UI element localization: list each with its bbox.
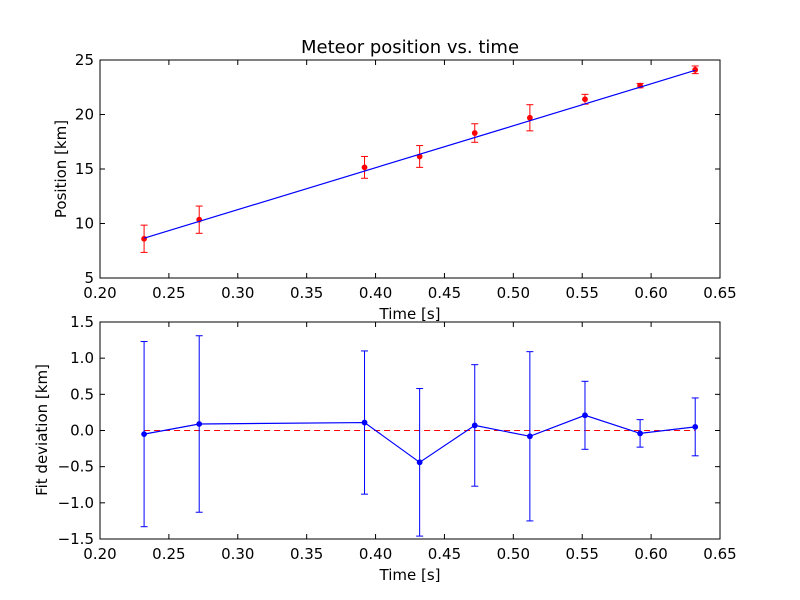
position-chart-ytick-label: 5 <box>84 269 94 287</box>
position-chart-xtick-label: 0.65 <box>703 284 736 302</box>
deviation-chart-xtick-label: 0.35 <box>290 545 323 563</box>
deviation-chart-xtick-label: 0.45 <box>428 545 461 563</box>
position-chart-xlabel: Time [s] <box>379 305 441 323</box>
deviation-chart-xtick-label: 0.25 <box>152 545 185 563</box>
deviation-chart-data-point <box>196 421 203 427</box>
deviation-chart-ytick-label: −1.0 <box>58 494 94 512</box>
deviation-chart-data-point <box>692 423 699 430</box>
position-chart-data-point <box>526 114 533 121</box>
position-chart: Meteor position vs. time 0.20 0.25 0.30 0.3… <box>52 37 737 323</box>
position-chart-frame <box>99 59 721 279</box>
deviation-chart-data-point <box>416 459 423 466</box>
position-chart-data-point <box>361 164 368 171</box>
position-chart-data-point <box>582 96 588 103</box>
deviation-chart-data-point <box>637 430 643 437</box>
position-chart-ytick-label: 25 <box>75 51 94 69</box>
deviation-chart-xtick-label: 0.50 <box>497 545 530 563</box>
position-chart-fit-line <box>143 69 696 239</box>
deviation-chart-xtick-label: 0.20 <box>83 545 116 563</box>
deviation-chart-xtick-label: 0.55 <box>566 545 599 563</box>
position-chart-ticks: 0.20 0.25 0.30 0.35 0.40 0.45 0.50 0.55 0.60 0.65… <box>75 51 737 302</box>
position-chart-xtick-label: 0.40 <box>359 284 392 302</box>
deviation-chart-xlabel: Time [s] <box>379 566 441 584</box>
position-chart-xtick-label: 0.50 <box>497 284 530 302</box>
deviation-chart-ytick-label: −0.5 <box>58 458 94 476</box>
deviation-chart-xtick-label: 0.30 <box>221 545 254 563</box>
deviation-chart-ytick-label: 0.5 <box>70 385 94 403</box>
position-chart-xtick-label: 0.35 <box>290 284 323 302</box>
deviation-chart-xtick-label: 0.60 <box>634 545 667 563</box>
position-chart-title: Meteor position vs. time <box>301 37 519 58</box>
deviation-chart-data-point <box>582 412 588 419</box>
deviation-chart-ytick-label: 0.0 <box>70 422 94 440</box>
position-chart-ytick-label: 20 <box>75 106 94 124</box>
deviation-chart-data <box>140 335 699 537</box>
position-chart-xtick-label: 0.45 <box>428 284 461 302</box>
position-chart-data <box>140 65 699 253</box>
position-chart-xtick-label: 0.60 <box>634 284 667 302</box>
deviation-chart-data-point <box>471 422 478 429</box>
deviation-chart-ytick-label: −1.5 <box>58 530 94 548</box>
position-chart-ytick-label: 10 <box>75 215 94 233</box>
position-chart-ytick-label: 15 <box>75 160 94 178</box>
deviation-chart-xtick-label: 0.40 <box>359 545 392 563</box>
deviation-chart-data-point <box>141 431 147 438</box>
deviation-chart-ytick-label: 1.5 <box>70 313 94 331</box>
deviation-chart-ticks: 0.20 0.25 0.30 0.35 0.40 0.45 0.50 0.55 0.60 0.65… <box>58 313 737 563</box>
deviation-chart: 0.20 0.25 0.30 0.35 0.40 0.45 0.50 0.55 0.60 0.65… <box>33 313 737 584</box>
deviation-chart-data-point <box>526 433 533 440</box>
deviation-chart-xtick-label: 0.65 <box>703 545 736 563</box>
position-chart-xtick-label: 0.30 <box>221 284 254 302</box>
deviation-chart-ytick-label: 1.0 <box>70 349 94 367</box>
position-chart-data-point <box>471 130 478 136</box>
position-chart-xtick-label: 0.25 <box>152 284 185 302</box>
deviation-chart-frame <box>99 321 721 540</box>
position-chart-xtick-label: 0.20 <box>83 284 116 302</box>
position-chart-xtick-label: 0.55 <box>566 284 599 302</box>
position-chart-ylabel: Position [km] <box>52 120 70 218</box>
deviation-chart-ylabel: Fit deviation [km] <box>33 364 51 496</box>
deviation-chart-data-point <box>361 419 368 426</box>
